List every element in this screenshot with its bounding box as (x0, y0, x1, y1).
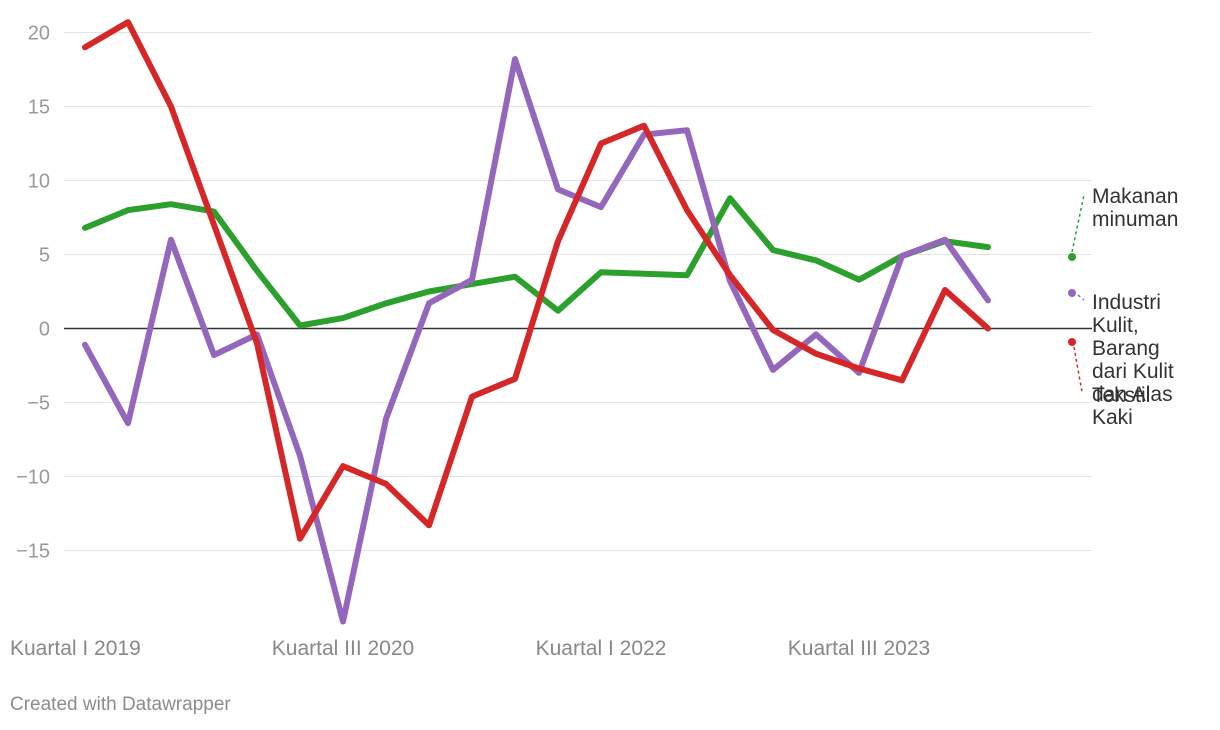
series-lines (82, 19, 991, 625)
label-connector (1071, 194, 1085, 253)
series-end-dot (1068, 289, 1076, 297)
y-tick-label: 20 (28, 23, 50, 45)
series-label: dari Kulit (1092, 360, 1174, 383)
x-axis-ticks: Kuartal I 2019 Kuartal III 2020 Kuartal I … (10, 637, 930, 660)
x-tick-label: Kuartal III 2020 (272, 637, 414, 660)
series-line-0 (82, 195, 991, 329)
y-axis-ticks: 20 15 10 5 0 −5 −10 −15 (16, 23, 50, 563)
x-tick-label: Kuartal I 2022 (536, 637, 667, 660)
series-label: dan Alas (1092, 383, 1173, 406)
y-tick-label: −5 (27, 393, 50, 415)
series-label: Kulit, (1092, 314, 1139, 337)
credit-text: Created with Datawrapper (10, 694, 231, 715)
gridlines (64, 32, 1092, 551)
series-label: Tekstil (1092, 384, 1150, 407)
y-tick-label: 5 (39, 245, 50, 267)
y-tick-label: −15 (16, 541, 50, 563)
series-label: Industri (1092, 291, 1161, 314)
series-end-dot (1068, 253, 1076, 261)
series-label: Kaki (1092, 406, 1133, 429)
series-line-1 (82, 56, 991, 625)
series-line-2 (82, 19, 991, 542)
series-label: Barang (1092, 337, 1160, 360)
label-connector (1073, 346, 1083, 393)
series-end-dot (1068, 338, 1076, 346)
y-tick-label: 0 (39, 319, 50, 341)
label-connector (1077, 294, 1085, 301)
y-tick-label: −10 (16, 467, 50, 489)
y-tick-label: 10 (28, 171, 50, 193)
series-label: Makanan (1092, 185, 1178, 208)
y-tick-label: 15 (28, 97, 50, 119)
x-tick-label: Kuartal I 2019 (10, 637, 141, 660)
x-tick-label: Kuartal III 2023 (788, 637, 930, 660)
series-label: minuman (1092, 208, 1178, 231)
